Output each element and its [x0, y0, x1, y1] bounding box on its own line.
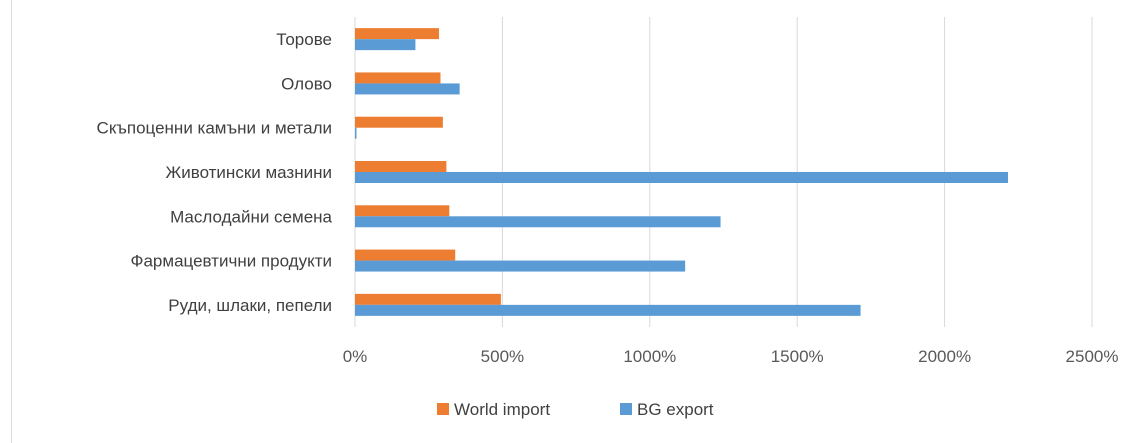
legend: World import BG export	[437, 400, 714, 419]
bars	[355, 28, 1008, 316]
category-label-6: Руди, шлаки, пепели	[168, 296, 332, 315]
category-label-5: Фармацевтични продукти	[131, 252, 332, 271]
category-label-1: Олово	[281, 74, 332, 93]
x-tick-label-0: 0%	[343, 347, 368, 366]
category-label-3: Животински мазнини	[166, 163, 332, 182]
bar-world-import-0	[355, 28, 440, 40]
bar-world-import-6	[355, 293, 501, 305]
gridlines	[354, 17, 1093, 327]
bar-world-import-4	[355, 205, 450, 217]
x-tick-label-1: 500%	[481, 347, 524, 366]
bar-world-import-5	[355, 249, 456, 261]
bar-bg-export-0	[355, 39, 416, 51]
x-tick-label-4: 2000%	[918, 347, 971, 366]
category-labels: Торове Олово Скъпоценни камъни и метали Жив…	[97, 30, 333, 315]
category-label-0: Торове	[276, 30, 332, 49]
bar-world-import-2	[355, 116, 443, 128]
category-label-2: Скъпоценни камъни и метали	[97, 119, 332, 138]
bar-bg-export-3	[355, 172, 1008, 183]
x-tick-label-3: 1500%	[771, 347, 824, 366]
bar-bg-export-1	[355, 83, 460, 95]
category-label-4: Маслодайни семена	[170, 207, 332, 226]
chart-frame-border	[11, 0, 12, 443]
bar-bg-export-5	[355, 260, 686, 272]
bar-world-import-1	[355, 72, 441, 84]
x-tick-label-2: 1000%	[623, 347, 676, 366]
legend-swatch-bg-export	[620, 403, 632, 415]
bar-bg-export-6	[355, 304, 861, 316]
x-axis-tick-labels: 0% 500% 1000% 1500% 2000% 2500%	[343, 347, 1119, 366]
x-tick-label-5: 2500%	[1066, 347, 1119, 366]
legend-swatch-world-import	[437, 403, 449, 415]
bar-world-import-3	[355, 161, 447, 172]
bar-bg-export-2	[355, 127, 357, 139]
bar-bg-export-4	[355, 216, 721, 228]
legend-label-world-import: World import	[454, 400, 550, 419]
legend-label-bg-export: BG export	[637, 400, 714, 419]
